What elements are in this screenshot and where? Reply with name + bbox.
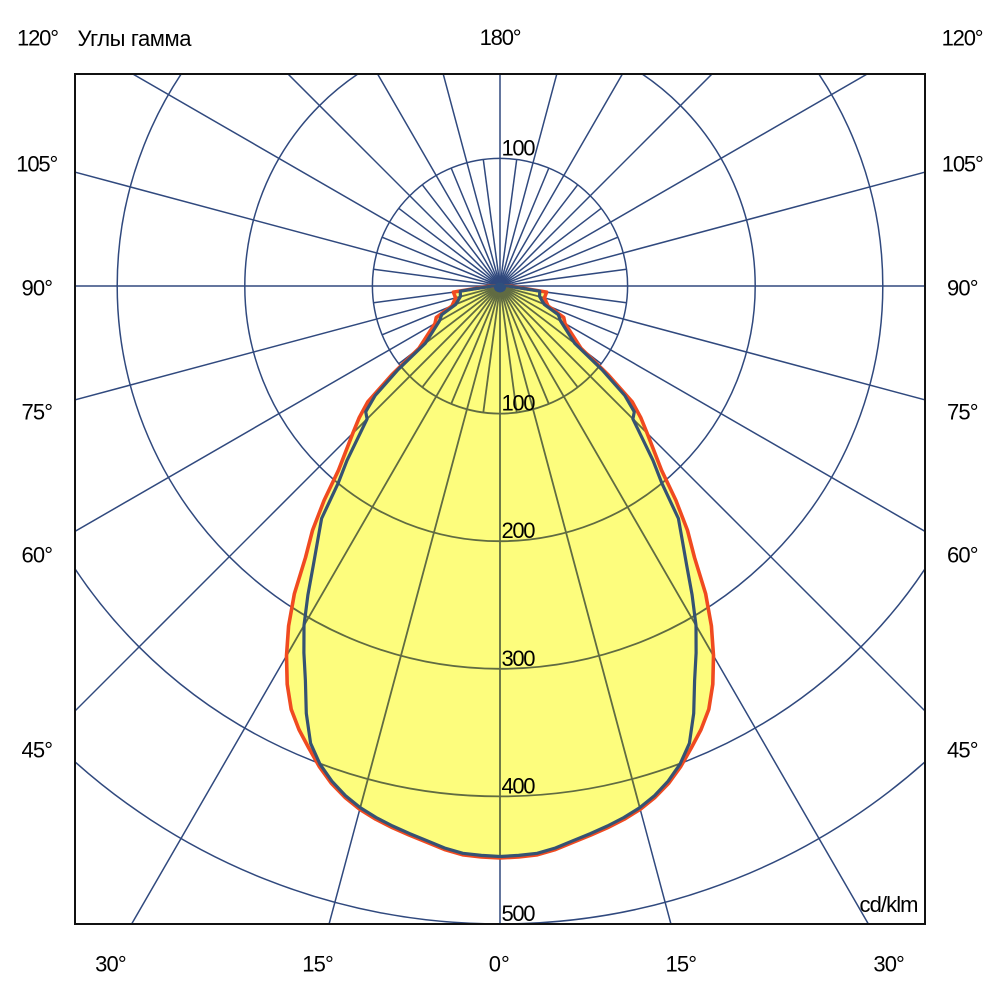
svg-text:120°: 120°	[17, 26, 59, 51]
svg-text:30°: 30°	[95, 952, 126, 977]
svg-text:Углы гамма: Углы гамма	[78, 26, 193, 51]
svg-text:45°: 45°	[22, 737, 54, 762]
svg-text:100: 100	[502, 135, 536, 160]
svg-text:100: 100	[502, 391, 536, 416]
svg-text:105°: 105°	[16, 151, 58, 176]
svg-text:500: 500	[502, 901, 536, 926]
svg-text:15°: 15°	[302, 952, 334, 977]
svg-text:400: 400	[502, 773, 536, 798]
svg-text:30°: 30°	[873, 952, 905, 977]
svg-text:15°: 15°	[666, 952, 698, 977]
svg-text:45°: 45°	[947, 737, 979, 762]
svg-text:180°: 180°	[480, 25, 522, 50]
svg-text:0°: 0°	[489, 952, 510, 977]
svg-text:75°: 75°	[947, 399, 979, 424]
svg-text:300: 300	[502, 646, 536, 671]
svg-text:120°: 120°	[942, 26, 984, 51]
svg-text:90°: 90°	[947, 275, 979, 300]
svg-text:90°: 90°	[22, 275, 54, 300]
svg-text:105°: 105°	[942, 151, 984, 176]
svg-text:60°: 60°	[947, 542, 979, 567]
svg-text:200: 200	[502, 518, 536, 543]
svg-text:60°: 60°	[22, 542, 54, 567]
svg-text:cd/klm: cd/klm	[860, 892, 919, 917]
svg-text:75°: 75°	[22, 399, 54, 424]
